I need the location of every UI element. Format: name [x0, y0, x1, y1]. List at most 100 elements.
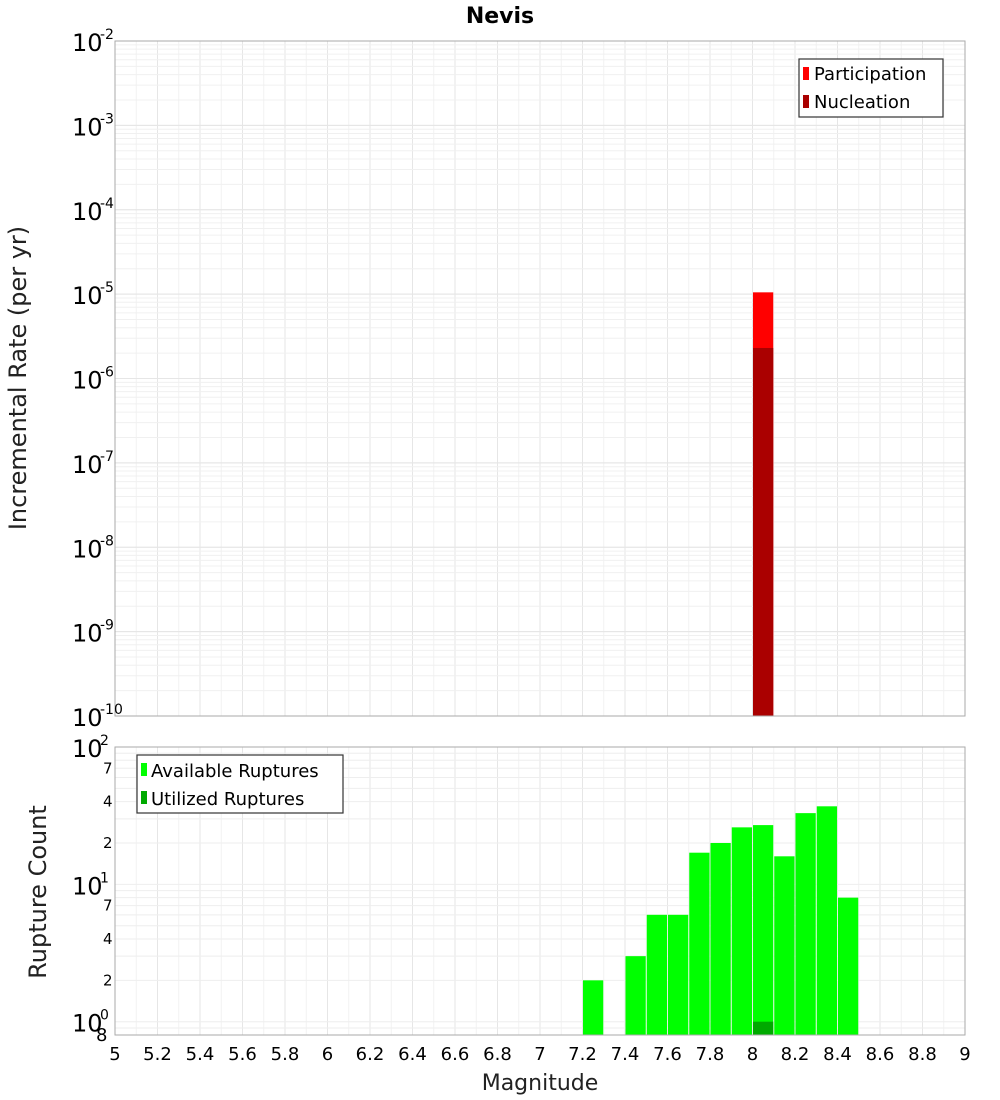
legend-swatch-utilized: [141, 791, 147, 804]
bottom-y-axis-label: Rupture Count: [24, 805, 52, 979]
bar-available-ruptures: [774, 856, 795, 1035]
top-y-tick-exponent: -4: [100, 196, 114, 212]
bottom-legend: Available Ruptures Utilized Ruptures: [136, 754, 344, 814]
top-y-tick-exponent: -8: [100, 533, 114, 549]
bottom-y-tick-base: 10: [72, 872, 103, 900]
top-y-tick-label: 10-4: [72, 196, 114, 226]
x-tick-label: 8.6: [866, 1044, 895, 1065]
legend-label-utilized: Utilized Ruptures: [151, 789, 304, 810]
top-legend: Participation Nucleation: [798, 58, 944, 118]
top-y-tick-base: 10: [72, 704, 103, 732]
top-y-tick-exponent: -6: [100, 365, 114, 381]
x-tick-label: 8.8: [908, 1044, 937, 1065]
x-axis-label: Magnitude: [482, 1071, 599, 1096]
x-tick-label: 6.8: [483, 1044, 512, 1065]
top-y-tick-exponent: -5: [100, 280, 114, 296]
top-y-tick-base: 10: [72, 198, 103, 226]
bar-available-ruptures: [753, 825, 774, 1035]
top-y-tick-base: 10: [72, 113, 103, 141]
top-y-tick-label: 10-9: [72, 618, 114, 648]
x-tick-label: 7.2: [568, 1044, 597, 1065]
bottom-y-minor-tick-label: 7: [103, 759, 113, 777]
bottom-y-minor-tick-label: 7: [103, 897, 113, 915]
bar-available-ruptures: [625, 956, 646, 1035]
top-y-tick-base: 10: [72, 451, 103, 479]
legend-label-available: Available Ruptures: [151, 761, 319, 782]
x-tick-label: 6.2: [356, 1044, 385, 1065]
top-bars: [753, 292, 774, 716]
bottom-y-tick-label: 100: [72, 1008, 109, 1038]
x-tick-label: 6: [322, 1044, 333, 1065]
top-grid: [114, 40, 966, 717]
top-y-tick-base: 10: [72, 535, 103, 563]
bar-available-ruptures: [583, 980, 604, 1035]
top-y-tick-label: 10-3: [72, 111, 114, 141]
top-y-tick-label: 10-7: [72, 449, 114, 479]
bottom-y-minor-tick-label: 2: [103, 971, 113, 989]
top-y-tick-exponent: -7: [100, 449, 114, 465]
x-tick-label: 7.8: [696, 1044, 725, 1065]
x-tick-label: 7: [534, 1044, 545, 1065]
legend-label-nucleation: Nucleation: [814, 92, 910, 113]
top-legend-box: [798, 58, 944, 118]
x-tick-label: 8.4: [823, 1044, 852, 1065]
x-tick-label: 5.8: [271, 1044, 300, 1065]
x-tick-label: 5.4: [186, 1044, 215, 1065]
top-y-tick-label: 10-6: [72, 365, 114, 395]
x-tick-label: 7.6: [653, 1044, 682, 1065]
top-y-tick-base: 10: [72, 29, 103, 57]
top-y-tick-base: 10: [72, 367, 103, 395]
bar-available-ruptures: [731, 827, 752, 1035]
top-y-tick-label: 10-5: [72, 280, 114, 310]
top-y-tick-label: 10-2: [72, 27, 114, 57]
bar-available-ruptures: [710, 843, 731, 1035]
bottom-grid: [114, 746, 966, 1036]
bar-available-ruptures: [668, 914, 689, 1035]
legend-swatch-nucleation: [803, 95, 809, 108]
top-y-tick-label: 10-10: [72, 702, 123, 732]
legend-swatch-participation: [803, 67, 809, 80]
bottom-y-tick-exponent: 0: [100, 1008, 109, 1024]
x-tick-label: 6.4: [398, 1044, 427, 1065]
x-tick-label: 5.2: [143, 1044, 172, 1065]
bottom-plot-border: [114, 746, 966, 1036]
x-tick-label: 5.6: [228, 1044, 257, 1065]
bottom-y-minor-tick-label: 8: [96, 1025, 107, 1046]
bottom-y-minor-tick-label: 2: [103, 834, 113, 852]
x-tick-label: 8: [747, 1044, 758, 1065]
bar-available-ruptures: [646, 914, 667, 1035]
bottom-y-tick-exponent: 1: [100, 870, 109, 886]
bottom-y-tick-label: 102: [72, 733, 109, 763]
bar-available-ruptures: [795, 813, 816, 1035]
bottom-y-tick-label: 101: [72, 870, 109, 900]
x-tick-label: 7.4: [611, 1044, 640, 1065]
top-y-tick-exponent: -2: [100, 27, 114, 43]
top-plot-border: [114, 40, 966, 717]
x-tick-label: 8.2: [781, 1044, 810, 1065]
bottom-y-minor-tick-label: 4: [103, 793, 113, 811]
top-y-tick-base: 10: [72, 282, 103, 310]
bar-available-ruptures: [838, 897, 859, 1035]
x-tick-label: 5: [109, 1044, 120, 1065]
top-y-tick-label: 10-8: [72, 533, 114, 563]
top-y-axis-label: Incremental Rate (per yr): [4, 226, 32, 530]
top-y-tick-exponent: -10: [100, 702, 123, 718]
chart-title: Nevis: [466, 4, 534, 29]
bottom-y-tick-base: 10: [72, 1010, 103, 1038]
bottom-y-tick-base: 10: [72, 735, 103, 763]
bottom-y-tick-exponent: 2: [100, 733, 109, 749]
bottom-bars: [583, 806, 859, 1035]
top-y-tick-base: 10: [72, 620, 103, 648]
bar-available-ruptures: [689, 852, 710, 1035]
bottom-y-minor-tick-label: 4: [103, 930, 113, 948]
bar-nucleation: [753, 347, 774, 716]
x-tick-label: 6.6: [441, 1044, 470, 1065]
bar-available-ruptures: [816, 806, 837, 1035]
bottom-x-ticks: 5 5.2 5.4 5.6 5.8 6 6.2 6.4 6.6 6.8 7 7.2 7.4 7.6 7.8 8…: [109, 1044, 970, 1065]
x-tick-label: 9: [959, 1044, 970, 1065]
bar-utilized-ruptures: [753, 1021, 774, 1035]
